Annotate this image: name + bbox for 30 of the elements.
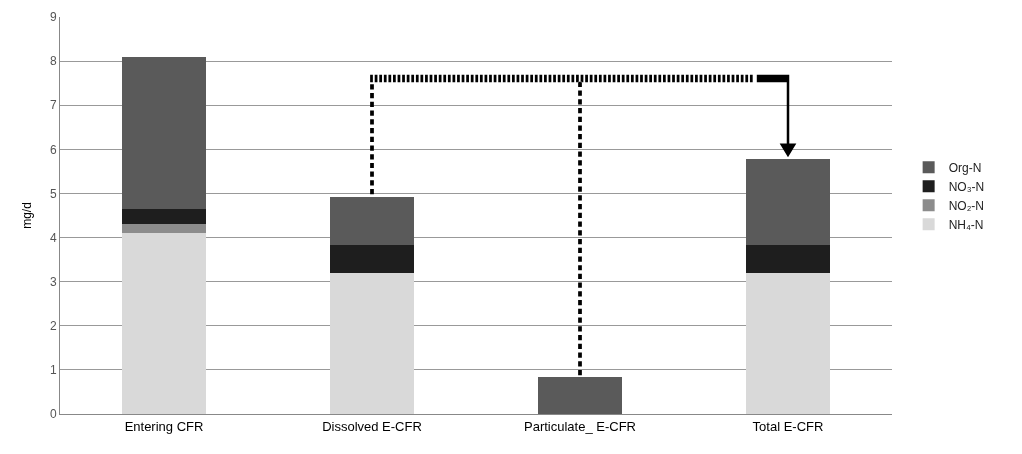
y-tick-label: 8: [49, 54, 57, 69]
x-tick-label: Entering CFR: [124, 418, 204, 434]
bar: [122, 208, 206, 225]
y-tick-label: 7: [49, 98, 57, 113]
bar: [330, 196, 414, 246]
bar: [746, 159, 830, 246]
legend-label: Org-N: [948, 160, 982, 175]
x-tick-label: Dissolved E-CFR: [322, 418, 422, 434]
bar: [122, 56, 206, 209]
y-tick-label: 4: [49, 230, 57, 245]
bar: [330, 272, 414, 414]
y-tick-label: 2: [49, 318, 57, 333]
x-tick-label: Total E-CFR: [752, 418, 824, 434]
bar: [746, 245, 830, 273]
y-tick-label: 0: [49, 407, 57, 422]
bar: [330, 245, 414, 273]
legend-label: NO₃-N: [948, 179, 985, 194]
y-tick-label: 9: [49, 10, 57, 25]
bar: [122, 233, 206, 414]
y-tick-label: 3: [49, 274, 57, 289]
y-tick-label: 5: [49, 186, 57, 201]
y-tick-label: 1: [49, 363, 57, 378]
y-tick-label: 6: [49, 142, 57, 157]
bar: [746, 272, 830, 414]
legend-label: NO₂-N: [948, 198, 984, 213]
y-axis-title: mg/d: [20, 202, 35, 229]
x-tick-label: Particulate_ E-CFR: [524, 418, 636, 434]
bar: [538, 377, 622, 414]
legend-label: NH₄-N: [948, 217, 984, 232]
bar: [122, 224, 206, 234]
